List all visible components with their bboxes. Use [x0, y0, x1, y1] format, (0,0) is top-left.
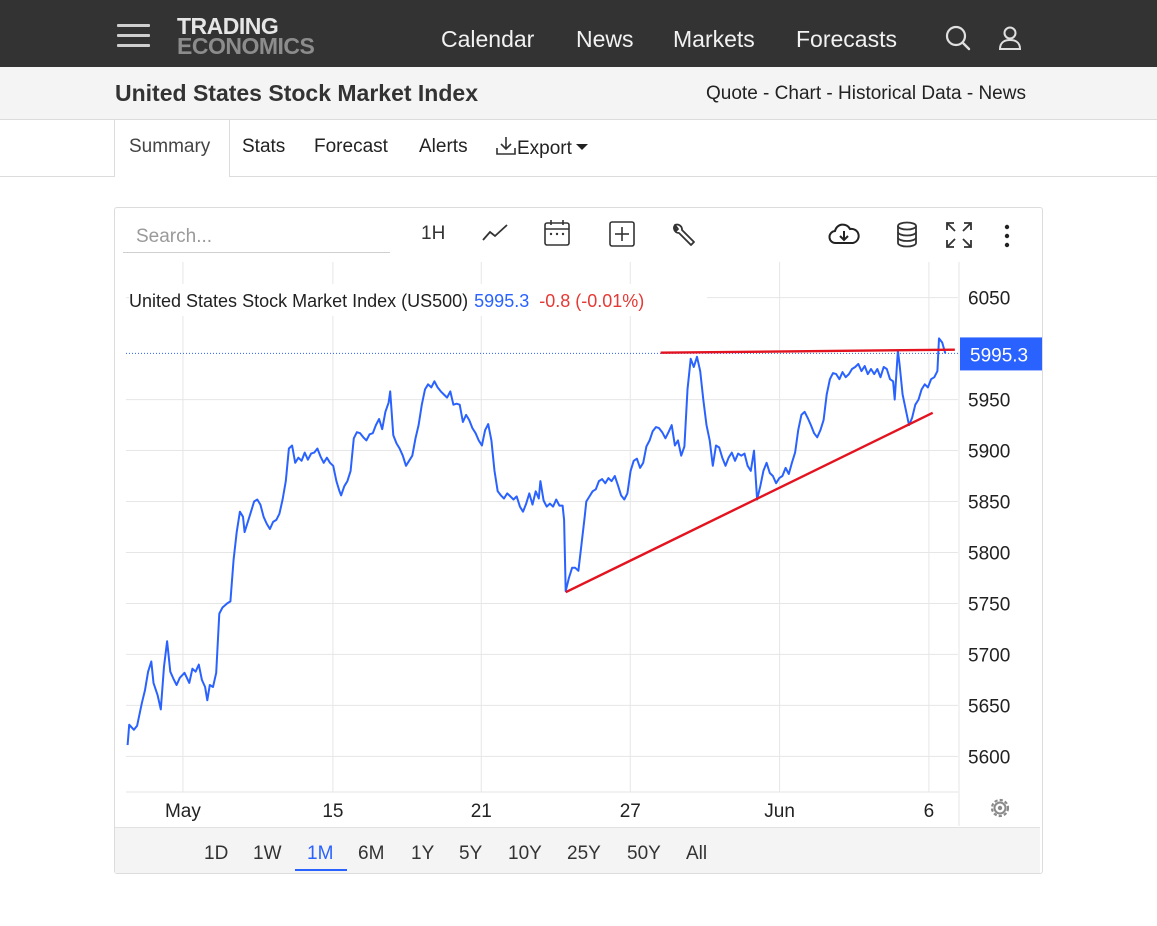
more-vertical-icon[interactable] — [1000, 224, 1014, 253]
chart-gridlines — [126, 262, 960, 826]
x-tick-label: Jun — [764, 801, 795, 822]
range-10y[interactable]: 10Y — [508, 843, 542, 864]
y-tick-label: 5900 — [968, 442, 1010, 463]
link-separator: - — [757, 83, 775, 104]
range-50y[interactable]: 50Y — [627, 843, 661, 864]
chart-search-input[interactable] — [123, 222, 390, 253]
nav-forecasts[interactable]: Forecasts — [796, 26, 897, 52]
price-series-line — [126, 337, 947, 746]
link-historical-data[interactable]: Historical Data — [838, 83, 962, 104]
x-tick-label: May — [165, 801, 201, 822]
x-tick-label: 21 — [471, 801, 492, 822]
interval-selector[interactable]: 1H — [421, 223, 446, 244]
trading-economics-logo[interactable]: TRADING ECONOMICS — [177, 13, 315, 59]
y-tick-label: 5600 — [968, 747, 1010, 768]
nav-news[interactable]: News — [576, 26, 634, 52]
x-tick-label: 6 — [924, 801, 935, 822]
calendar-icon[interactable] — [543, 218, 571, 253]
database-icon[interactable] — [895, 221, 919, 254]
y-tick-label: 5950 — [968, 391, 1010, 412]
page-title: United States Stock Market Index — [115, 80, 478, 106]
search-icon[interactable] — [944, 24, 972, 57]
download-icon — [496, 137, 516, 155]
legend-series-name: United States Stock Market Index (US500) — [129, 291, 468, 311]
export-label: Export — [517, 138, 572, 159]
tab-active-indicator — [114, 120, 230, 177]
logo-line-1: TRADING — [177, 13, 279, 39]
range-all[interactable]: All — [686, 843, 708, 864]
price-line-group — [126, 337, 947, 746]
y-axis-labels: 5600 5650 5700 5750 5800 5850 5900 5950 6050 — [968, 289, 1010, 769]
export-dropdown[interactable]: Export — [495, 136, 589, 160]
last-value-badge — [960, 337, 1042, 371]
caret-down-icon — [575, 144, 588, 150]
legend-value: 5995.3 — [474, 291, 529, 311]
link-chart[interactable]: Chart — [774, 83, 822, 104]
menu-icon[interactable] — [117, 24, 150, 48]
tab-alerts[interactable]: Alerts — [419, 136, 468, 157]
legend-change: -0.8 (-0.01%) — [539, 291, 644, 311]
quick-links: Quote - Chart - Historical Data - News — [706, 83, 1026, 105]
y-tick-label: 5750 — [968, 594, 1010, 615]
last-value-marker: 5995.3 — [960, 337, 1042, 371]
range-1y[interactable]: 1Y — [411, 843, 435, 864]
wrench-icon[interactable] — [670, 222, 696, 253]
tabs-bar — [0, 120, 1157, 177]
range-1d[interactable]: 1D — [204, 843, 229, 864]
trendlines — [565, 348, 955, 594]
logo-line-2: ECONOMICS — [177, 33, 315, 59]
tab-stats[interactable]: Stats — [242, 136, 286, 157]
range-1m[interactable]: 1M — [307, 843, 334, 864]
user-icon[interactable] — [996, 24, 1024, 57]
link-news[interactable]: News — [978, 83, 1026, 104]
range-active-underline — [295, 869, 347, 871]
y-tick-label: 5800 — [968, 543, 1010, 564]
x-tick-label: 27 — [620, 801, 641, 822]
link-separator: - — [821, 83, 839, 104]
tab-summary[interactable]: Summary — [129, 136, 211, 157]
y-tick-label: 5700 — [968, 645, 1010, 666]
tab-forecast[interactable]: Forecast — [314, 136, 388, 157]
y-tick-label: 5650 — [968, 696, 1010, 717]
range-6m[interactable]: 6M — [358, 843, 385, 864]
chart-container — [114, 207, 1043, 874]
range-selector-bar — [115, 827, 1040, 873]
nav-calendar[interactable]: Calendar — [441, 26, 535, 52]
fullscreen-icon[interactable] — [945, 221, 973, 254]
link-separator: - — [961, 83, 979, 104]
last-value-label: 5995.3 — [970, 345, 1028, 366]
y-tick-label: 5850 — [968, 493, 1010, 514]
legend-background — [129, 284, 707, 316]
range-5y[interactable]: 5Y — [459, 843, 483, 864]
link-quote[interactable]: Quote — [706, 83, 758, 104]
range-1w[interactable]: 1W — [253, 843, 282, 864]
title-bar — [0, 67, 1157, 120]
x-tick-label: 15 — [322, 801, 343, 822]
line-chart-icon[interactable] — [481, 222, 509, 249]
trendline — [565, 411, 934, 594]
chart-settings-icon[interactable] — [990, 798, 1010, 818]
add-indicator-icon[interactable] — [608, 220, 636, 253]
range-25y[interactable]: 25Y — [567, 843, 601, 864]
cloud-download-icon[interactable] — [827, 222, 861, 253]
nav-markets[interactable]: Markets — [673, 26, 755, 52]
x-axis-labels: May 15 21 27 Jun 6 — [165, 801, 934, 822]
legend-series: United States Stock Market Index (US500)… — [129, 291, 644, 311]
trendline — [660, 348, 955, 354]
y-tick-label: 6050 — [968, 289, 1010, 310]
